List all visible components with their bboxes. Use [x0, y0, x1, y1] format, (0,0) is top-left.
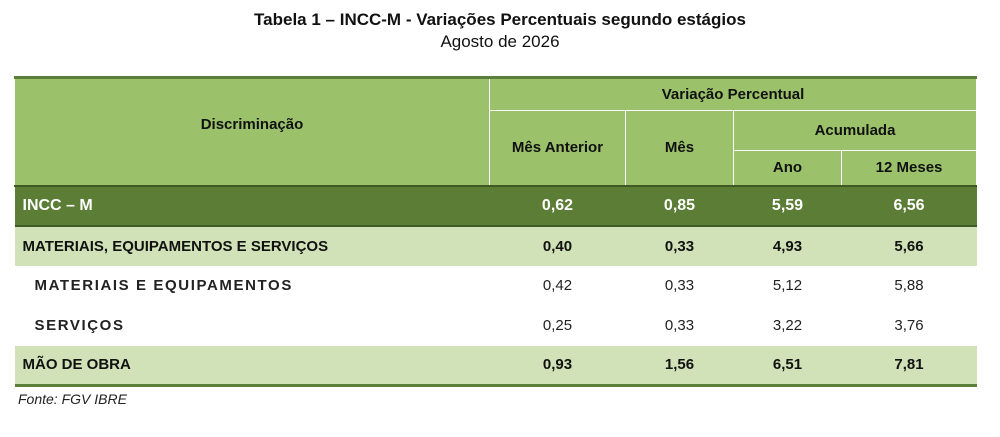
- table-row-materiais-equipamentos: MATERIAIS E EQUIPAMENTOS 0,42 0,33 5,12 …: [14, 265, 977, 306]
- cell-ano: 6,51: [733, 345, 842, 387]
- cell-mes-anterior: 0,62: [489, 184, 626, 227]
- source-note: Fonte: FGV IBRE: [18, 391, 127, 407]
- row-label: MÃO DE OBRA: [14, 345, 490, 387]
- table-title: Tabela 1 – INCC-M - Variações Percentuai…: [254, 10, 746, 29]
- table-header: Discriminação Variação Percentual Mês An…: [14, 77, 978, 186]
- cell-mes-anterior: 0,42: [489, 265, 626, 306]
- cell-mes: 0,85: [625, 184, 734, 227]
- row-label: MATERIAIS E EQUIPAMENTOS: [14, 265, 490, 306]
- header-variacao-percentual: Variação Percentual: [488, 77, 978, 111]
- cell-mes: 0,33: [625, 225, 734, 266]
- header-acumulada: Acumulada: [732, 110, 978, 151]
- cell-12-meses: 6,56: [841, 184, 977, 227]
- cell-ano: 5,12: [733, 265, 842, 306]
- incc-table: Discriminação Variação Percentual Mês An…: [14, 76, 978, 387]
- cell-ano: 4,93: [733, 225, 842, 266]
- header-mes-anterior: Mês Anterior: [489, 110, 626, 186]
- row-label: INCC – M: [14, 184, 490, 227]
- cell-mes: 1,56: [625, 345, 734, 387]
- table-row-incc-m: INCC – M 0,62 0,85 5,59 6,56: [14, 184, 977, 227]
- row-label: MATERIAIS, EQUIPAMENTOS E SERVIÇOS: [14, 225, 490, 266]
- header-discriminacao: Discriminação: [14, 77, 490, 186]
- cell-mes-anterior: 0,93: [489, 345, 626, 387]
- cell-mes-anterior: 0,25: [489, 305, 626, 346]
- cell-mes-anterior: 0,40: [489, 225, 626, 266]
- table-body: INCC – M 0,62 0,85 5,59 6,56 MATERIAIS, …: [14, 184, 977, 387]
- table-row-materiais-equipamentos-servicos: MATERIAIS, EQUIPAMENTOS E SERVIÇOS 0,40 …: [14, 225, 977, 266]
- header-12-meses: 12 Meses: [840, 150, 978, 186]
- cell-mes: 0,33: [625, 305, 734, 346]
- cell-ano: 3,22: [733, 305, 842, 346]
- row-label: SERVIÇOS: [14, 305, 490, 346]
- cell-12-meses: 5,88: [841, 265, 977, 306]
- header-ano: Ano: [733, 150, 842, 186]
- table-subtitle: Agosto de 2026: [440, 32, 560, 51]
- cell-12-meses: 5,66: [841, 225, 977, 266]
- table-row-mao-de-obra: MÃO DE OBRA 0,93 1,56 6,51 7,81: [14, 345, 977, 387]
- table-row-servicos: SERVIÇOS 0,25 0,33 3,22 3,76: [14, 305, 977, 346]
- cell-12-meses: 3,76: [841, 305, 977, 346]
- cell-12-meses: 7,81: [841, 345, 977, 387]
- header-mes: Mês: [625, 110, 734, 186]
- cell-ano: 5,59: [733, 184, 842, 227]
- cell-mes: 0,33: [625, 265, 734, 306]
